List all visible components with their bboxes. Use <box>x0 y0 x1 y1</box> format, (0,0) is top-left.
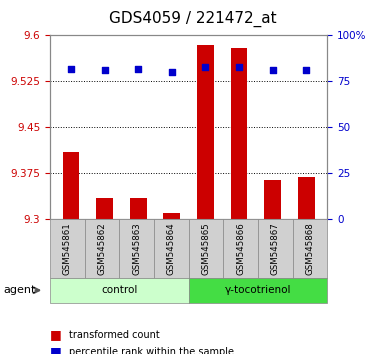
Point <box>68 66 74 72</box>
Text: GSM545864: GSM545864 <box>167 222 176 275</box>
Text: GSM545862: GSM545862 <box>97 222 107 275</box>
Text: control: control <box>101 285 137 295</box>
Text: GSM545861: GSM545861 <box>63 222 72 275</box>
Text: percentile rank within the sample: percentile rank within the sample <box>69 347 234 354</box>
Text: GSM545867: GSM545867 <box>271 222 280 275</box>
Bar <box>298 177 315 219</box>
Bar <box>264 179 281 219</box>
Point <box>135 66 141 72</box>
Text: GSM545866: GSM545866 <box>236 222 245 275</box>
Point <box>236 64 242 69</box>
Text: transformed count: transformed count <box>69 330 160 339</box>
Bar <box>130 198 147 219</box>
Point <box>303 68 309 73</box>
Bar <box>63 152 79 219</box>
Bar <box>164 213 180 219</box>
Text: GSM545865: GSM545865 <box>201 222 211 275</box>
Text: agent: agent <box>4 285 36 295</box>
Text: ■: ■ <box>50 345 62 354</box>
Text: γ-tocotrienol: γ-tocotrienol <box>225 285 291 295</box>
Bar <box>96 198 113 219</box>
Bar <box>197 45 214 219</box>
Text: ■: ■ <box>50 328 62 341</box>
Point <box>270 68 276 73</box>
Text: GSM545868: GSM545868 <box>305 222 315 275</box>
Point <box>102 68 108 73</box>
Text: GSM545863: GSM545863 <box>132 222 141 275</box>
Point <box>169 69 175 75</box>
Bar <box>231 48 248 219</box>
Text: GDS4059 / 221472_at: GDS4059 / 221472_at <box>109 11 276 27</box>
Point <box>203 64 209 69</box>
